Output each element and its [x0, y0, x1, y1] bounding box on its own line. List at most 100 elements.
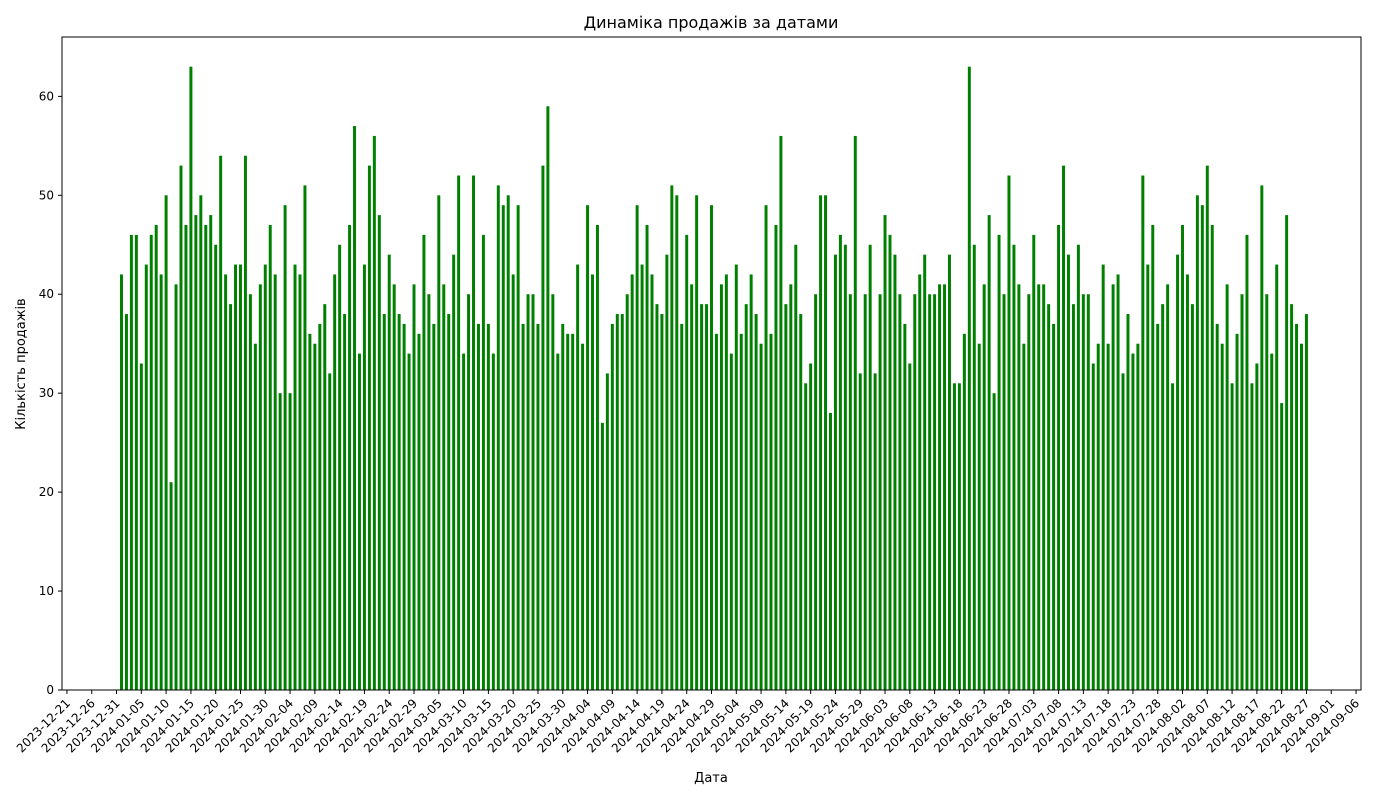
bar — [1265, 294, 1269, 690]
bar — [824, 195, 828, 691]
bar — [397, 314, 401, 690]
bar — [734, 264, 738, 690]
bar — [234, 264, 238, 690]
bar — [972, 244, 976, 690]
bar — [997, 234, 1001, 690]
bar — [774, 224, 778, 691]
bar — [174, 284, 178, 690]
bar — [1052, 323, 1056, 690]
bar — [546, 106, 550, 690]
x-axis-label: Дата — [694, 771, 728, 786]
bar — [194, 215, 198, 690]
bar — [308, 333, 312, 690]
bar — [164, 195, 168, 691]
bar — [962, 333, 966, 690]
bar — [739, 333, 743, 690]
bar — [491, 353, 495, 690]
bar — [357, 353, 361, 690]
chart-title: Динаміка продажів за датами — [584, 13, 839, 32]
bar — [1220, 343, 1224, 690]
bar — [754, 314, 758, 690]
bar — [1126, 314, 1130, 690]
bar — [154, 224, 158, 691]
bar — [204, 224, 208, 691]
bar — [219, 155, 223, 691]
bar — [883, 215, 887, 690]
bar — [1042, 284, 1046, 690]
bar — [665, 254, 669, 691]
plot-frame — [61, 36, 1362, 691]
bar — [1047, 304, 1051, 690]
bar — [561, 323, 565, 690]
bar — [1111, 284, 1115, 690]
bar — [511, 274, 515, 690]
bar — [625, 294, 629, 690]
bar — [1270, 353, 1274, 690]
bar — [382, 314, 386, 690]
bar — [1081, 294, 1085, 690]
bar — [1235, 333, 1239, 690]
bar — [744, 304, 748, 690]
bar — [1245, 234, 1249, 690]
bar — [1230, 383, 1234, 690]
bar — [700, 304, 704, 690]
bar — [457, 175, 461, 690]
bar — [273, 274, 277, 690]
y-tick-label: 40 — [39, 287, 54, 301]
bar — [298, 274, 302, 690]
bar — [392, 284, 396, 690]
bar — [952, 383, 956, 690]
bar — [209, 215, 213, 690]
bar — [888, 234, 892, 690]
bar — [977, 343, 981, 690]
bar — [1022, 343, 1026, 690]
bar — [1200, 205, 1204, 690]
bar — [749, 274, 753, 690]
bar — [819, 195, 823, 691]
bar — [1032, 234, 1036, 690]
bar — [933, 294, 937, 690]
bar — [362, 264, 366, 690]
bar — [710, 205, 713, 690]
bar — [690, 284, 694, 690]
bar — [377, 215, 381, 690]
bar — [159, 274, 163, 690]
bar — [610, 323, 614, 690]
bar — [779, 135, 783, 690]
bar — [353, 126, 357, 691]
bar — [843, 244, 847, 690]
y-tick-label: 0 — [46, 683, 54, 697]
bar — [1225, 284, 1229, 690]
bar — [372, 135, 376, 690]
bar — [595, 224, 599, 691]
bar — [829, 412, 832, 690]
bar — [1215, 323, 1219, 690]
bar — [1171, 383, 1175, 690]
bar — [427, 294, 431, 690]
bar — [640, 264, 644, 690]
bar — [124, 314, 128, 690]
bar — [853, 135, 857, 690]
y-tick-label: 30 — [39, 386, 54, 400]
bar — [724, 274, 728, 690]
bar — [893, 254, 897, 691]
bar — [442, 284, 446, 690]
bar — [878, 294, 882, 690]
bar — [928, 294, 932, 690]
bar — [1086, 294, 1090, 690]
bar — [556, 353, 560, 690]
bar — [1255, 363, 1259, 690]
bar — [239, 264, 242, 690]
y-axis: 0 10 20 30 40 50 60 — [39, 89, 62, 697]
bar — [536, 323, 540, 690]
bar — [591, 274, 594, 690]
bar — [283, 205, 287, 690]
bar — [650, 274, 654, 690]
y-tick-label: 20 — [39, 485, 54, 499]
bar — [838, 234, 842, 690]
bar — [367, 165, 371, 690]
bar — [437, 195, 441, 691]
bar — [467, 294, 471, 690]
bar — [476, 323, 480, 690]
